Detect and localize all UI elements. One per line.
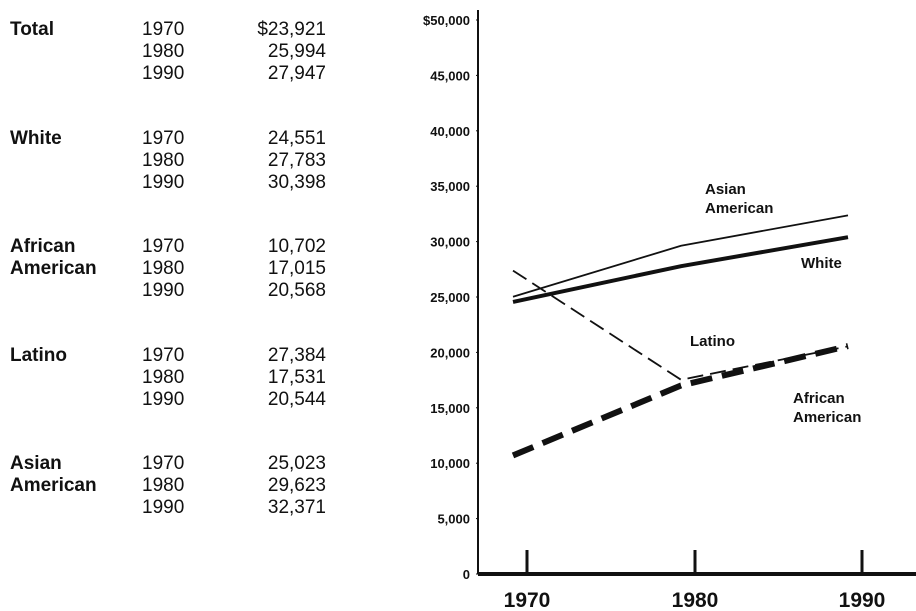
group-name: White [10, 127, 62, 149]
amount: 20,544 [267, 388, 326, 410]
y-tick-label: 30,000 [430, 235, 470, 250]
amount: 17,015 [267, 258, 326, 279]
series-label: Latino [690, 333, 735, 350]
x-tick-label: 1980 [672, 589, 719, 611]
amount: 10,702 [267, 236, 326, 257]
year: 1980 [142, 41, 185, 62]
y-tick-label: 0 [463, 567, 470, 582]
amount: 20,568 [267, 280, 326, 301]
amount: 24,551 [267, 127, 326, 149]
amount: $23,921 [257, 19, 326, 40]
year: 1970 [142, 127, 185, 149]
year: 1980 [142, 366, 185, 388]
series-label: African American [793, 390, 862, 426]
year: 1970 [142, 453, 185, 474]
group-name: Asian American [10, 453, 97, 496]
series-line [512, 214, 849, 298]
y-tick-label: 10,000 [430, 456, 470, 471]
y-tick-label: 45,000 [430, 68, 470, 83]
year: 1970 [142, 344, 185, 366]
y-tick-label: 5,000 [437, 512, 470, 527]
amount: 30,398 [267, 171, 326, 193]
year: 1980 [142, 149, 185, 171]
series-line [512, 269, 849, 381]
amount: 27,384 [267, 344, 326, 366]
amount: 17,531 [267, 366, 326, 388]
year: 1990 [142, 63, 185, 84]
y-tick-label: 25,000 [430, 290, 470, 305]
group-name: Total [10, 19, 54, 40]
year: 1970 [142, 19, 185, 40]
series-label: White [801, 255, 842, 272]
series-line [512, 235, 849, 304]
amount: 25,023 [267, 453, 326, 474]
year: 1990 [142, 388, 185, 410]
year: 1990 [142, 280, 185, 301]
amount: 32,371 [267, 497, 326, 518]
y-tick-label: 20,000 [430, 345, 470, 360]
y-tick-label: 15,000 [430, 401, 470, 416]
amount: 27,783 [267, 149, 326, 171]
group-name: African American [10, 236, 97, 279]
year: 1990 [142, 497, 185, 518]
amount: 25,994 [267, 41, 326, 62]
y-tick-label: 35,000 [430, 179, 470, 194]
y-tick-label: 40,000 [430, 124, 470, 139]
x-tick-label: 1970 [504, 589, 551, 611]
year: 1980 [142, 258, 185, 279]
series-label: Asian American [705, 181, 774, 217]
amount: 29,623 [267, 475, 326, 496]
year: 1990 [142, 171, 185, 193]
x-tick-label: 1990 [839, 589, 886, 611]
group-name: Latino [10, 344, 67, 366]
y-tick-label: $50,000 [423, 13, 470, 28]
series-line [511, 343, 849, 459]
year: 1970 [142, 236, 185, 257]
year: 1980 [142, 475, 185, 496]
amount: 27,947 [267, 63, 326, 84]
